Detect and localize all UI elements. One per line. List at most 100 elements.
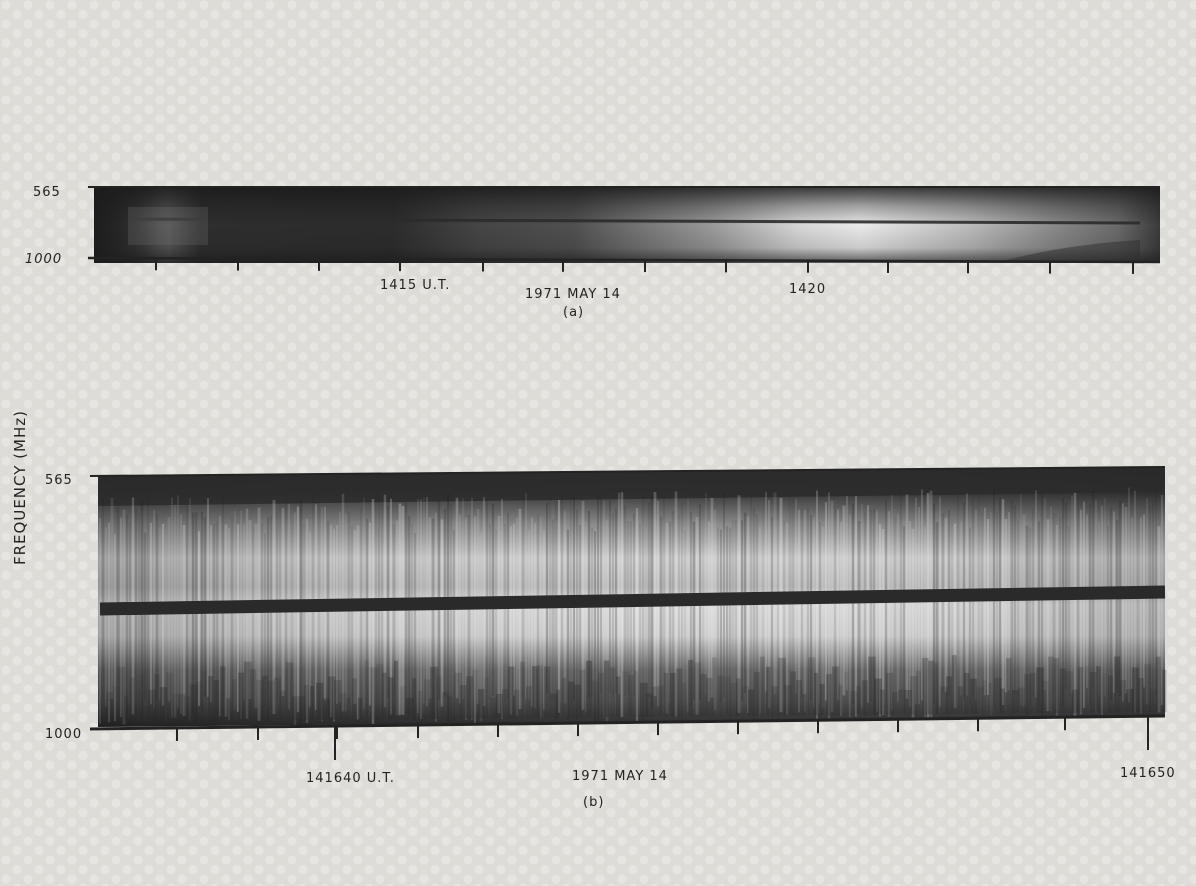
panel-b-mottle [706, 677, 713, 717]
panel-b-mottle [430, 666, 438, 719]
panel-b-mottle [604, 660, 610, 718]
panel-b: 565 1000 141640 U.T. 1971 MAY 14 141650 … [45, 466, 1176, 810]
panel-b-mottle [520, 661, 525, 719]
panel-b-mottle [646, 693, 653, 717]
panel-b-mottle [184, 696, 191, 722]
panel-b-mottle [334, 680, 342, 720]
panel-b-mottle [550, 693, 558, 718]
panel-b-mottle [406, 697, 414, 720]
panel-b-mottle [562, 677, 567, 718]
panel-b-mottle [514, 689, 520, 719]
panel-b-mottle [928, 660, 934, 715]
panel-a-caption: (a) [563, 305, 584, 320]
panel-b-mottle [400, 686, 406, 720]
panel-b-ticks [176, 716, 1149, 760]
panel-b-mottle [280, 690, 286, 721]
panel-b-mottle [754, 671, 760, 716]
panel-b-mottle [412, 678, 417, 720]
panel-b-mottle [466, 676, 474, 719]
panel-b-caption: (b) [583, 795, 604, 810]
panel-b-mottle [790, 671, 797, 716]
panel-b-mottle [538, 665, 543, 718]
panel-b-mottle [166, 672, 173, 722]
panel-b-mottle [964, 672, 970, 714]
panel-b-mottle [502, 689, 509, 719]
panel-b-mottle [172, 693, 179, 722]
panel-b-mottle [484, 677, 489, 719]
panel-b-mottle [862, 680, 868, 715]
panel-b-mottle [1162, 669, 1167, 713]
panel-b-mottle [682, 683, 687, 717]
panel-b-mottle [1060, 668, 1067, 713]
panel-b-mottle [838, 684, 843, 716]
panel-b-mottle [796, 679, 802, 716]
panel-b-freq-bottom-label: 1000 [45, 727, 82, 742]
panel-b-mottle [844, 671, 849, 716]
panel-b-mottle [1018, 687, 1025, 714]
panel-b-mottle [634, 671, 639, 717]
panel-b-mottle [616, 676, 621, 718]
panel-b-mottle [910, 675, 918, 715]
panel-b-mottle [946, 676, 953, 715]
panel-b-time-axis [89, 714, 1166, 731]
panel-b-mottle [892, 691, 898, 715]
panel-b-mottle [352, 678, 357, 720]
panel-b-mottle [1054, 658, 1059, 714]
panel-b-mottle [1036, 667, 1044, 714]
panel-b-mottle [568, 681, 575, 718]
panel-b-mottle [1126, 689, 1134, 713]
panel-b-mottle [778, 657, 786, 716]
panel-b-spectral-line [99, 585, 1166, 616]
panel-b-mottle [952, 655, 957, 714]
panel-b-mottle [718, 675, 724, 717]
panel-b-mottle [292, 696, 298, 721]
panel-b-mottle [868, 656, 876, 715]
panel-b-mottle [298, 696, 305, 721]
panel-b-mottle [1090, 672, 1097, 713]
panel-b-date-label: 1971 MAY 14 [572, 769, 668, 784]
panel-b-mottle [970, 678, 977, 714]
panel-b-mottle [1132, 667, 1139, 713]
panel-b-mottle [610, 667, 616, 718]
panel-b-mottle [112, 686, 117, 722]
panel-a-time-label-1420: 1420 [789, 282, 826, 297]
panel-b-time-label-141650: 141650 [1120, 766, 1176, 781]
panel-b-mottle [310, 686, 315, 721]
panel-b-mottle [496, 693, 503, 719]
panel-b-mottle [814, 672, 819, 716]
panel-b-mottle [424, 679, 431, 719]
panel-b-mottle [130, 677, 135, 722]
panel-b-mottle [268, 680, 275, 721]
panel-b-mottle [850, 691, 858, 715]
panel-b-mottle [1066, 671, 1074, 713]
panel-b-mottle [736, 678, 741, 717]
panel-b-mottle [1120, 680, 1127, 713]
panel-b-mottle [1084, 666, 1089, 713]
panel-b-mottle [226, 698, 231, 721]
panel-b-freq-top-label: 565 [45, 473, 73, 488]
panel-b-mottle [688, 659, 694, 717]
panel-b-mottle [1102, 672, 1107, 713]
panel-b-mottle [190, 684, 198, 722]
panel-a-spectral-line [129, 217, 1141, 225]
panel-b-mottle [730, 683, 738, 717]
panel-b-mottle [460, 685, 467, 719]
panel-b-mottle [394, 660, 399, 720]
panel-b-mottle [160, 687, 168, 722]
panel-b-mottle [694, 662, 701, 717]
panel-b-mottle [262, 675, 269, 721]
panel-b-mottle [1150, 689, 1158, 713]
panel-b-mottle [472, 669, 479, 719]
panel-b-mottle [106, 691, 113, 722]
panel-b-mottle [628, 675, 635, 718]
panel-b-mottle [148, 689, 156, 722]
panel-a-freq-bottom-label: 1000 [25, 252, 62, 267]
panel-b-mottle [658, 685, 664, 717]
panel-b-mottle [994, 677, 1002, 714]
panel-b-mottle [1000, 688, 1005, 714]
panel-a-date-label: 1971 MAY 14 [525, 287, 621, 302]
panel-b-mottle [436, 676, 443, 719]
panel-a-freq-top-label: 565 [33, 185, 61, 200]
panel-b-mottle [664, 672, 669, 717]
